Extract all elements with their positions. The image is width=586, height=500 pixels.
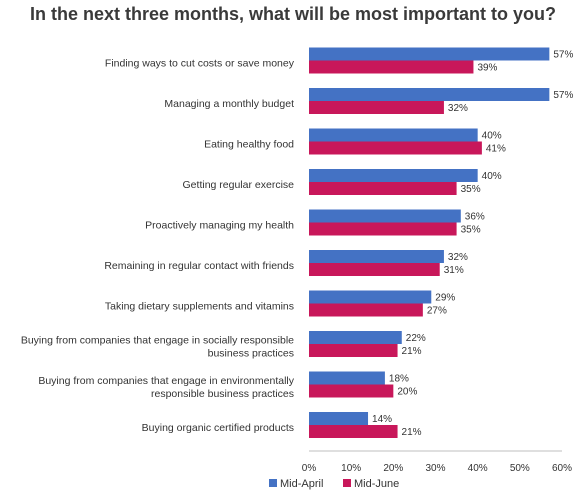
data-label: 40% (482, 131, 502, 142)
bar-mid-june (309, 222, 457, 236)
bar-mid-june (309, 141, 482, 155)
bar-mid-april (309, 88, 550, 101)
data-label: 40% (482, 171, 502, 182)
data-label: 27% (427, 306, 447, 317)
data-label: 32% (448, 103, 468, 114)
data-label: 35% (461, 184, 481, 195)
legend-entry: Mid-June (354, 478, 399, 490)
x-tick-label: 50% (510, 463, 530, 474)
bar-mid-june (309, 263, 440, 276)
data-label: 20% (397, 387, 417, 398)
category-label: business practices (208, 347, 294, 359)
category-label: Managing a monthly budget (164, 98, 294, 110)
category-label: responsible business practices (151, 388, 294, 400)
category-label: Remaining in regular contact with friend… (104, 260, 294, 272)
bar-mid-april (309, 250, 444, 263)
category-label: Finding ways to cut costs or save money (105, 57, 295, 69)
bar-mid-june (309, 182, 457, 195)
bar-mid-june (309, 344, 398, 357)
data-label: 39% (477, 63, 497, 74)
bar-mid-april (309, 371, 385, 385)
x-tick-label: 60% (552, 463, 572, 474)
x-tick-label: 40% (468, 463, 488, 474)
bar-mid-june (309, 60, 474, 74)
bar-mid-april (309, 209, 461, 223)
category-label: Proactively managing my health (145, 219, 294, 231)
bar-mid-june (309, 425, 398, 438)
bar-mid-april (309, 128, 478, 142)
category-label: Taking dietary supplements and vitamins (105, 300, 294, 312)
legend-swatch (343, 479, 351, 487)
data-label: 18% (389, 374, 409, 385)
data-label: 21% (402, 427, 422, 438)
category-label: Buying from companies that engage in env… (38, 375, 294, 387)
data-label: 14% (372, 414, 392, 425)
data-label: 57% (553, 90, 573, 101)
category-label: Getting regular exercise (183, 179, 295, 191)
bar-mid-april (309, 47, 550, 61)
data-label: 41% (486, 144, 506, 155)
x-tick-label: 0% (302, 463, 317, 474)
legend-entry: Mid-April (280, 478, 323, 490)
data-label: 22% (406, 333, 426, 344)
bar-mid-april (309, 331, 402, 344)
data-label: 31% (444, 265, 464, 276)
bar-mid-june (309, 303, 423, 317)
data-label: 29% (435, 293, 455, 304)
category-label: Buying from companies that engage in soc… (21, 334, 294, 346)
data-label: 32% (448, 252, 468, 263)
legend-swatch (269, 479, 277, 487)
category-label: Buying organic certified products (142, 422, 294, 434)
bar-mid-june (309, 384, 394, 398)
data-label: 57% (553, 50, 573, 61)
data-label: 36% (465, 212, 485, 223)
x-tick-label: 30% (425, 463, 445, 474)
x-tick-label: 20% (383, 463, 403, 474)
category-label: Eating healthy food (204, 138, 294, 150)
chart-title: In the next three months, what will be m… (29, 4, 557, 24)
bar-mid-april (309, 169, 478, 182)
bar-mid-april (309, 290, 432, 304)
bar-mid-april (309, 412, 369, 425)
data-label: 21% (402, 346, 422, 357)
data-label: 35% (461, 225, 481, 236)
bar-mid-june (309, 101, 444, 114)
x-tick-label: 10% (341, 463, 361, 474)
